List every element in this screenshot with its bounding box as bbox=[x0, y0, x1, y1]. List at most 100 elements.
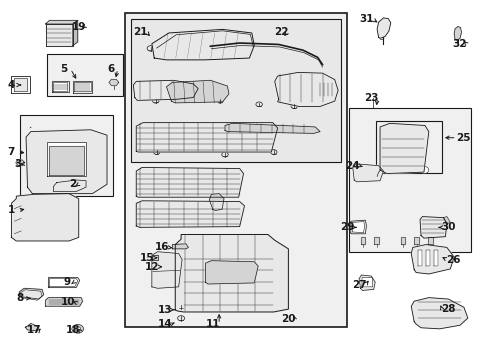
Polygon shape bbox=[26, 130, 107, 194]
Polygon shape bbox=[133, 80, 198, 100]
Circle shape bbox=[222, 152, 228, 157]
Circle shape bbox=[75, 327, 81, 331]
Polygon shape bbox=[358, 275, 374, 291]
Circle shape bbox=[270, 150, 276, 154]
Polygon shape bbox=[410, 244, 453, 274]
Text: 20: 20 bbox=[281, 314, 295, 324]
Text: 16: 16 bbox=[154, 242, 168, 252]
Text: 28: 28 bbox=[440, 304, 455, 314]
Polygon shape bbox=[274, 72, 337, 107]
Circle shape bbox=[62, 183, 75, 193]
Text: 14: 14 bbox=[158, 319, 172, 329]
Circle shape bbox=[111, 81, 116, 84]
Polygon shape bbox=[109, 79, 119, 86]
Polygon shape bbox=[376, 18, 390, 39]
Text: 13: 13 bbox=[158, 305, 172, 315]
Polygon shape bbox=[360, 237, 365, 244]
Polygon shape bbox=[361, 278, 372, 287]
Polygon shape bbox=[52, 81, 69, 92]
Text: 26: 26 bbox=[445, 255, 460, 265]
Polygon shape bbox=[45, 24, 73, 45]
Circle shape bbox=[18, 161, 22, 165]
Polygon shape bbox=[373, 237, 378, 244]
Polygon shape bbox=[136, 167, 243, 197]
Text: 31: 31 bbox=[358, 14, 373, 24]
Polygon shape bbox=[45, 21, 78, 24]
Polygon shape bbox=[25, 323, 39, 330]
Polygon shape bbox=[53, 180, 86, 192]
Circle shape bbox=[290, 104, 297, 108]
Bar bbox=[375, 121, 441, 173]
Text: 11: 11 bbox=[205, 319, 220, 329]
Polygon shape bbox=[417, 250, 422, 266]
Text: 15: 15 bbox=[140, 253, 154, 263]
Polygon shape bbox=[47, 142, 86, 176]
Circle shape bbox=[16, 226, 24, 232]
Text: 10: 10 bbox=[61, 297, 75, 307]
Text: 17: 17 bbox=[26, 325, 41, 334]
Text: 22: 22 bbox=[273, 27, 288, 37]
Text: 18: 18 bbox=[65, 325, 80, 334]
Text: 5: 5 bbox=[61, 64, 67, 74]
Polygon shape bbox=[49, 146, 83, 175]
Polygon shape bbox=[49, 279, 78, 287]
Polygon shape bbox=[74, 82, 91, 91]
Polygon shape bbox=[45, 298, 82, 306]
Polygon shape bbox=[400, 237, 405, 244]
Text: 2: 2 bbox=[69, 179, 76, 189]
Polygon shape bbox=[48, 278, 80, 288]
Circle shape bbox=[147, 46, 154, 51]
Circle shape bbox=[177, 304, 184, 309]
Polygon shape bbox=[152, 30, 254, 60]
Polygon shape bbox=[73, 21, 78, 45]
Text: 9: 9 bbox=[64, 277, 71, 287]
Polygon shape bbox=[11, 194, 79, 241]
Bar bbox=[131, 19, 340, 162]
Text: 6: 6 bbox=[107, 64, 115, 74]
Polygon shape bbox=[224, 123, 320, 134]
Polygon shape bbox=[433, 250, 437, 266]
Polygon shape bbox=[443, 217, 449, 224]
Polygon shape bbox=[152, 255, 158, 260]
Polygon shape bbox=[136, 201, 244, 227]
Text: 29: 29 bbox=[339, 222, 353, 232]
Polygon shape bbox=[20, 290, 42, 300]
Polygon shape bbox=[14, 78, 27, 91]
Bar bbox=[47, 54, 122, 96]
Polygon shape bbox=[425, 250, 429, 266]
Polygon shape bbox=[410, 298, 467, 329]
Text: 1: 1 bbox=[8, 206, 15, 216]
Bar bbox=[20, 116, 113, 196]
Circle shape bbox=[152, 98, 159, 103]
Polygon shape bbox=[419, 217, 446, 238]
Text: 27: 27 bbox=[351, 280, 366, 290]
Text: 21: 21 bbox=[133, 27, 147, 37]
Polygon shape bbox=[16, 160, 24, 166]
Text: 30: 30 bbox=[440, 222, 455, 232]
Text: 8: 8 bbox=[17, 293, 24, 303]
Text: 3: 3 bbox=[14, 159, 21, 169]
Polygon shape bbox=[350, 220, 366, 234]
Polygon shape bbox=[352, 222, 364, 233]
Polygon shape bbox=[166, 80, 228, 103]
Text: 32: 32 bbox=[452, 39, 467, 49]
Circle shape bbox=[379, 37, 383, 40]
Text: 24: 24 bbox=[345, 161, 359, 171]
Polygon shape bbox=[73, 81, 92, 93]
Circle shape bbox=[153, 150, 160, 154]
Polygon shape bbox=[11, 76, 30, 93]
Text: 4: 4 bbox=[8, 80, 15, 90]
Text: 12: 12 bbox=[145, 262, 159, 272]
Circle shape bbox=[217, 98, 223, 103]
Polygon shape bbox=[136, 123, 277, 152]
Circle shape bbox=[418, 166, 428, 174]
Circle shape bbox=[317, 83, 334, 96]
Circle shape bbox=[357, 171, 365, 176]
Text: 19: 19 bbox=[71, 22, 86, 32]
Polygon shape bbox=[172, 244, 188, 249]
Polygon shape bbox=[209, 194, 224, 211]
Polygon shape bbox=[19, 288, 43, 299]
Polygon shape bbox=[53, 82, 67, 91]
Polygon shape bbox=[152, 252, 182, 288]
Polygon shape bbox=[427, 237, 432, 244]
